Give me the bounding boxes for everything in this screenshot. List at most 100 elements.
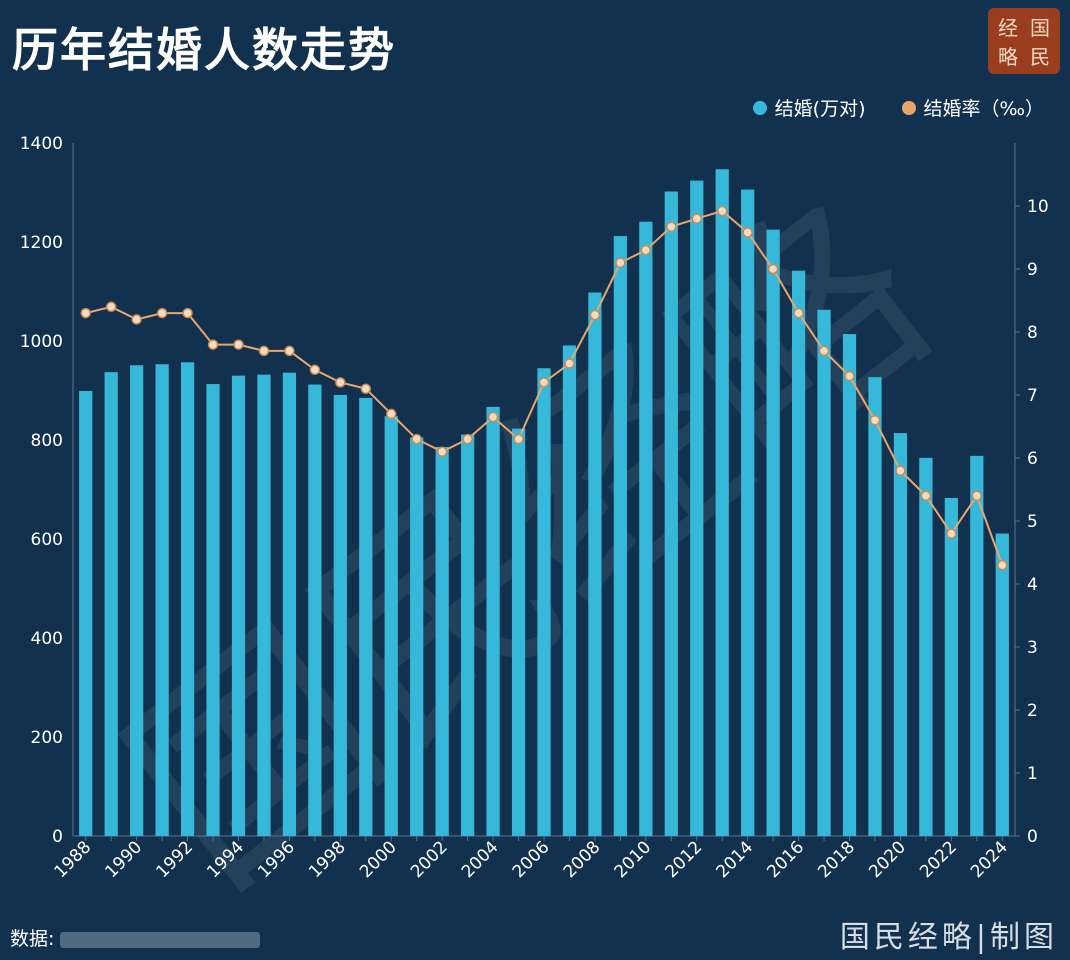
rate-point [513,433,524,445]
bar [104,372,118,836]
x-tick-label: 1990 [101,837,146,882]
bar [130,365,144,836]
bar [435,446,449,836]
y-left-tick-label: 400 [31,629,63,649]
bar [995,533,1009,836]
rate-point [105,301,117,313]
rate-point [971,490,983,502]
rate-point [233,339,244,350]
x-tick-label: 2004 [458,837,503,882]
y-left-tick-label: 1200 [20,233,63,253]
legend-swatch-line [901,100,916,115]
rate-point [131,314,142,325]
bar [486,406,500,836]
x-tick-label: 2016 [763,837,808,882]
legend-label: 结婚(万对) [774,98,866,120]
y-right-tick-label: 1 [1027,764,1038,784]
bar [970,455,984,836]
legend-swatch-bar [752,100,767,115]
rate-point [284,345,295,357]
y-left-tick-label: 1400 [20,134,63,154]
rate-point [385,408,397,420]
rate-point [716,205,728,217]
bar [384,416,398,836]
bar [639,221,653,836]
bar [410,437,424,836]
x-tick-label: 2006 [509,837,554,882]
bar [741,189,755,836]
logo-char: 民 [1030,45,1050,69]
bar [155,364,169,836]
y-right-tick-label: 6 [1027,449,1038,469]
y-right-tick-label: 0 [1027,827,1038,847]
rate-point [258,345,270,357]
bar [715,169,729,837]
bar [206,384,220,836]
rate-point [793,307,804,319]
y-left-tick-label: 600 [31,530,63,550]
x-tick-label: 2024 [967,837,1012,882]
legend-item-marriages: 结婚(万对) [752,94,866,121]
y-right-tick-label: 7 [1027,386,1038,406]
maker-credit: 国民经略|制图 [839,920,1058,955]
x-tick-label: 2022 [916,837,961,882]
bar [791,270,806,837]
y-right-tick-label: 10 [1027,197,1049,217]
bar [461,434,475,836]
y-right-tick-label: 9 [1027,260,1038,280]
rate-point [360,383,372,394]
rate-point [997,559,1008,571]
rate-point [742,227,753,238]
y-left-tick-label: 1000 [20,332,63,352]
bar [842,334,857,836]
rate-point [309,364,321,376]
bar [333,394,347,836]
rate-point [895,465,906,476]
rate-point [666,221,677,233]
rate-point [411,433,422,445]
y-left-tick-label: 0 [52,827,63,847]
rate-point [767,263,779,275]
source-redacted [60,931,261,948]
bar [79,390,93,836]
bar [868,377,882,836]
bar [308,384,322,836]
source-note: 数据: [10,924,261,951]
rate-point [436,446,448,457]
rate-point [335,377,346,388]
bar [664,191,678,836]
y-left-tick-label: 200 [31,728,63,748]
rate-point [818,345,830,357]
y-right-tick-label: 2 [1027,701,1038,721]
legend-label: 结婚率（‰） [923,98,1045,120]
bar [613,236,627,836]
x-tick-label: 2002 [407,837,452,882]
rate-point [589,309,601,321]
rate-point [182,307,193,319]
bar [919,457,933,836]
rate-point [869,414,881,426]
chart-legend: 结婚(万对) 结婚率（‰） [752,94,1045,121]
y-right-tick-label: 4 [1027,575,1038,595]
bar [511,428,526,836]
bar [562,345,577,836]
bar [537,368,551,836]
bar [588,292,602,836]
rate-point [691,213,703,224]
logo-char: 经 [998,16,1018,40]
rate-point [615,257,626,268]
rate-point [640,244,652,256]
chart-title: 历年结婚人数走势 [12,23,396,77]
bar [359,397,373,836]
brand-logo: 经 国 略 民 [988,8,1060,74]
x-tick-label: 2008 [560,837,605,882]
rate-point [462,433,473,445]
x-tick-label: 2014 [712,837,757,882]
y-right-tick-label: 8 [1027,323,1038,343]
x-tick-label: 2018 [814,837,859,882]
bar [180,362,195,836]
x-tick-label: 2020 [865,837,910,882]
bar [231,375,246,836]
x-tick-label: 2010 [611,837,656,882]
